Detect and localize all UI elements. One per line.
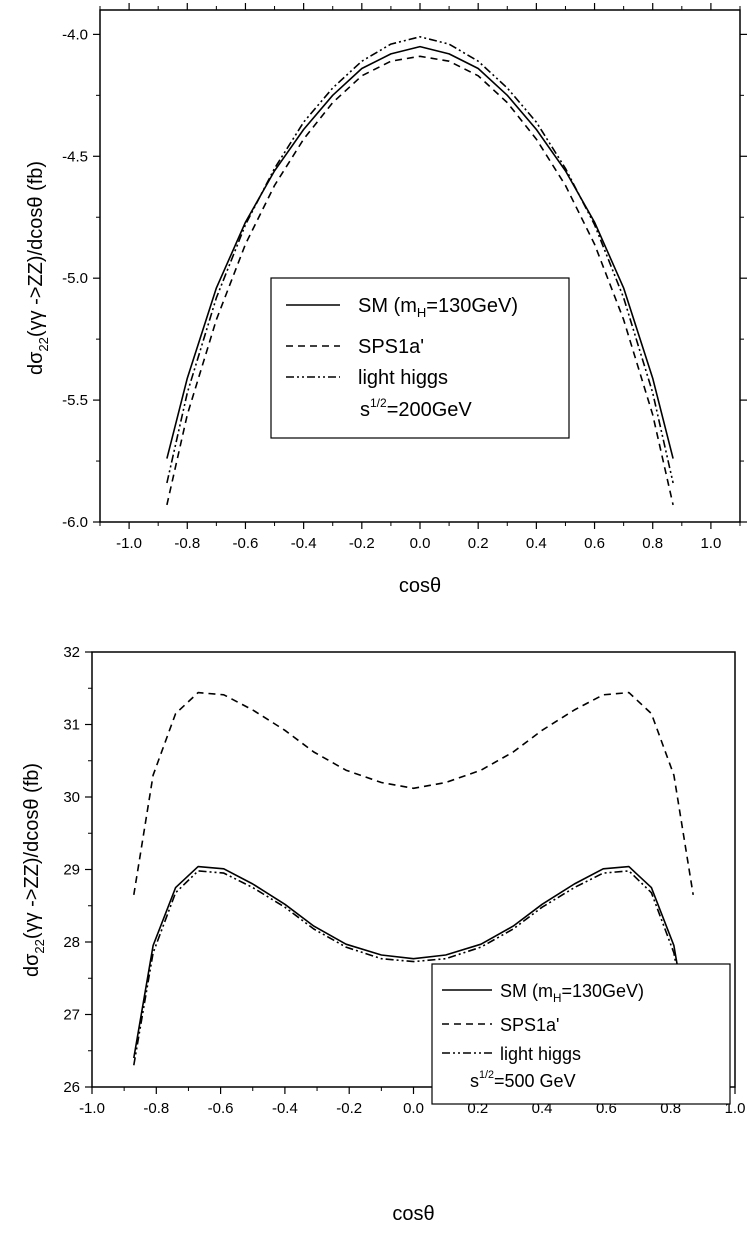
y-tick-label: -6.0 [62,514,88,531]
y-tick-label: 27 [63,1007,80,1024]
x-tick-label: 0.4 [526,535,547,552]
x-tick-label: -0.2 [349,535,375,552]
x-tick-label: -0.4 [272,1100,298,1117]
x-tick-label: -0.2 [336,1100,362,1117]
plot-frame [99,9,741,523]
series-dashed [133,691,694,896]
x-tick-label: 0.6 [584,535,605,552]
x-axis-title: cosθ [392,1203,434,1225]
x-tick-label: 0.0 [403,1100,424,1117]
y-axis-title: dσ22(γγ ->ZZ)/dcosθ (fb) [21,763,47,977]
y-tick-label: 31 [63,717,80,734]
series-dashdotdot [166,35,674,484]
legend-label: SM (mH=130GeV) [500,981,644,1005]
x-tick-label: -1.0 [79,1100,105,1117]
series-solid [133,865,694,1059]
legend-energy-note: s1/2=200GeV [360,396,472,421]
x-tick-label: 0.2 [468,535,489,552]
x-tick-label: -0.6 [233,535,259,552]
y-tick-label: -4.5 [62,148,88,165]
chart-top: -1.0 -0.8 -0.6 -0.4 -0.2 0.0 0.2 0.4 0.6 0.8 1.0 -6… [25,3,747,597]
x-tick-label: -0.4 [291,535,317,552]
y-tick-label: 30 [63,789,80,806]
legend-label: light higgs [358,367,448,389]
y-tick-label: -4.0 [62,26,88,43]
y-tick-label: -5.5 [62,392,88,409]
series-dashdotdot [133,870,694,1066]
x-axis-title: cosθ [399,575,441,597]
series-solid [166,45,674,459]
legend-label: light higgs [500,1044,581,1064]
x-tick-label: 0.8 [642,535,663,552]
chart-bottom: -1.0 -0.8 -0.6 -0.4 -0.2 0.0 0.2 0.4 0.6 0.8 1.026… [21,644,745,1225]
legend-box [431,963,731,1105]
legend: SM (mH=130GeV) SPS1a' light higgs s1/2=500 … [431,963,731,1105]
legend-label: SPS1a' [358,336,424,358]
legend: SM (mH=130GeV) SPS1a' light higgs s1/2=200G… [270,277,570,439]
y-tick-label: 29 [63,862,80,879]
y-tick-label: 26 [63,1079,80,1096]
y-axis-title: dσ22(γγ ->ZZ)/dcosθ (fb) [25,161,51,375]
x-tick-label: -0.8 [143,1100,169,1117]
series-dashed [166,55,674,506]
x-tick-label: 1.0 [700,535,721,552]
x-tick-label: -1.0 [116,535,142,552]
legend-label: SM (mH=130GeV) [358,295,518,320]
y-tick-label: -5.0 [62,270,88,287]
x-tick-label: -0.6 [208,1100,234,1117]
x-tick-label: 0.0 [410,535,431,552]
y-tick-label: 32 [63,644,80,661]
legend-energy-note: s1/2=500 GeV [470,1069,576,1091]
y-tick-label: 28 [63,934,80,951]
x-tick-label: -0.8 [174,535,200,552]
legend-label: SPS1a' [500,1015,559,1035]
